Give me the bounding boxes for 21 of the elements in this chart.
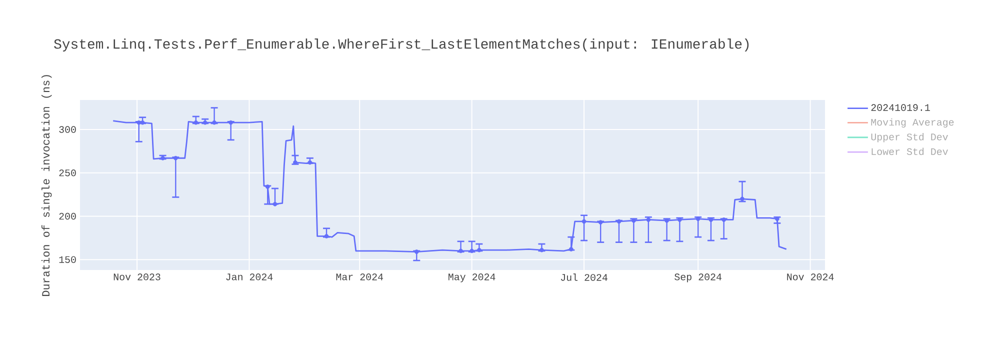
y-tick-label: 300 [59, 126, 76, 133]
legend-label: Lower Std Dev [872, 148, 948, 156]
point [616, 219, 622, 224]
y-tick-label: 150 [59, 256, 76, 263]
y-tick-label: 250 [59, 169, 76, 176]
y-axis-title: Duration of single invocation (ns) [42, 75, 52, 296]
point [582, 219, 586, 224]
x-tick-label: Nov 2023 [114, 274, 160, 280]
legend-label: 20241019.1 [871, 104, 930, 111]
x-tick-label: Nov 2024 [787, 274, 834, 280]
y-tick-label: 200 [59, 212, 76, 220]
legend-label: Moving Average [871, 118, 954, 128]
x-tick-label: Jul 2024 [560, 274, 608, 281]
point [540, 248, 544, 252]
x-tick-label: May 2024 [448, 274, 496, 282]
x-tick-label: Sep 2024 [674, 274, 722, 282]
point [324, 234, 329, 238]
x-tick-label: Mar 2024 [336, 274, 384, 280]
x-tick-label: Jan 2024 [226, 274, 273, 280]
legend-label: Upper Std Dev [871, 133, 948, 142]
chart-title: System.Linq.Tests.Perf_Enumerable.WhereFirst_LastElementMatches(input: IEnumerable) [54, 38, 749, 52]
